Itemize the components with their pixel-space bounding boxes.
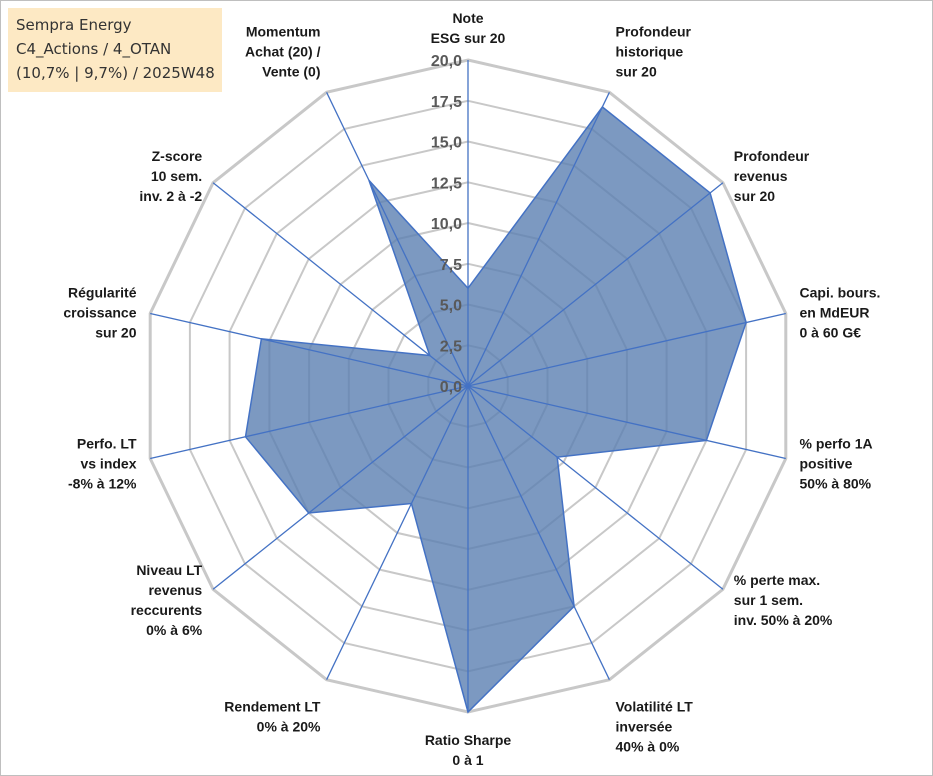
tick-label: 5,0: [440, 298, 462, 315]
axis-label: % perfo 1A positive 50% à 80%: [800, 436, 873, 492]
axis-label: Niveau LT revenus reccurents 0% à 6%: [131, 562, 203, 638]
axis-spoke: [212, 182, 469, 387]
axis-spoke: [150, 385, 469, 460]
axis-spoke: [467, 385, 610, 680]
axis-labels: Note ESG sur 20 Profondeur historique sur 20…: [63, 10, 880, 768]
axis-label: Régularité croissance sur 20: [63, 284, 136, 340]
axis-label: Profondeur revenus sur 20: [734, 148, 810, 204]
axis-label: Profondeur historique sur 20: [616, 24, 692, 80]
axis-label: Capi. bours. en MdEUR 0 à 60 G€: [800, 284, 881, 340]
tick-label: 20,0: [431, 53, 462, 70]
tick-label: 17,5: [431, 94, 462, 111]
axis-label: % perte max. sur 1 sem. inv. 50% à 20%: [734, 572, 833, 628]
tick-label: 15,0: [431, 135, 462, 152]
tick-label: 0,0: [440, 379, 462, 396]
info-box: Sempra Energy C4_Actions / 4_OTAN (10,7%…: [8, 8, 222, 92]
tick-labels: 0,0 2,5 5,0 7,5 10,0 12,5 15,0 17,5 20,0: [431, 53, 462, 396]
axis-spoke: [467, 385, 724, 590]
axis-label: Volatilité LT inversée 40% à 0%: [616, 698, 694, 754]
spokes: [150, 60, 786, 712]
company-name: Sempra Energy: [16, 16, 132, 34]
axis-label: Note ESG sur 20: [431, 10, 506, 46]
axis-spoke: [467, 182, 724, 387]
tick-label: 2,5: [440, 338, 462, 355]
axis-label: Perfo. LT vs index -8% à 12%: [68, 436, 137, 492]
axis-spoke: [467, 92, 610, 387]
stats-label: (10,7% | 9,7%) / 2025W48: [16, 64, 215, 82]
tick-label: 12,5: [431, 175, 462, 192]
axis-label: Ratio Sharpe 0 à 1: [425, 732, 512, 768]
axis-spoke: [326, 92, 469, 387]
axis-spoke: [326, 385, 469, 680]
axis-label: Z-score 10 sem. inv. 2 à -2: [139, 148, 202, 204]
tick-label: 10,0: [431, 216, 462, 233]
axis-spoke: [212, 385, 469, 590]
axis-spoke: [150, 312, 469, 387]
axis-label: Rendement LT 0% à 20%: [224, 698, 321, 734]
tick-label: 7,5: [440, 257, 462, 274]
axis-spoke: [467, 312, 786, 387]
axis-spoke: [467, 385, 786, 460]
portfolio-label: C4_Actions / 4_OTAN: [16, 40, 172, 58]
axis-label: Momentum Achat (20) / Vente (0): [245, 24, 321, 80]
